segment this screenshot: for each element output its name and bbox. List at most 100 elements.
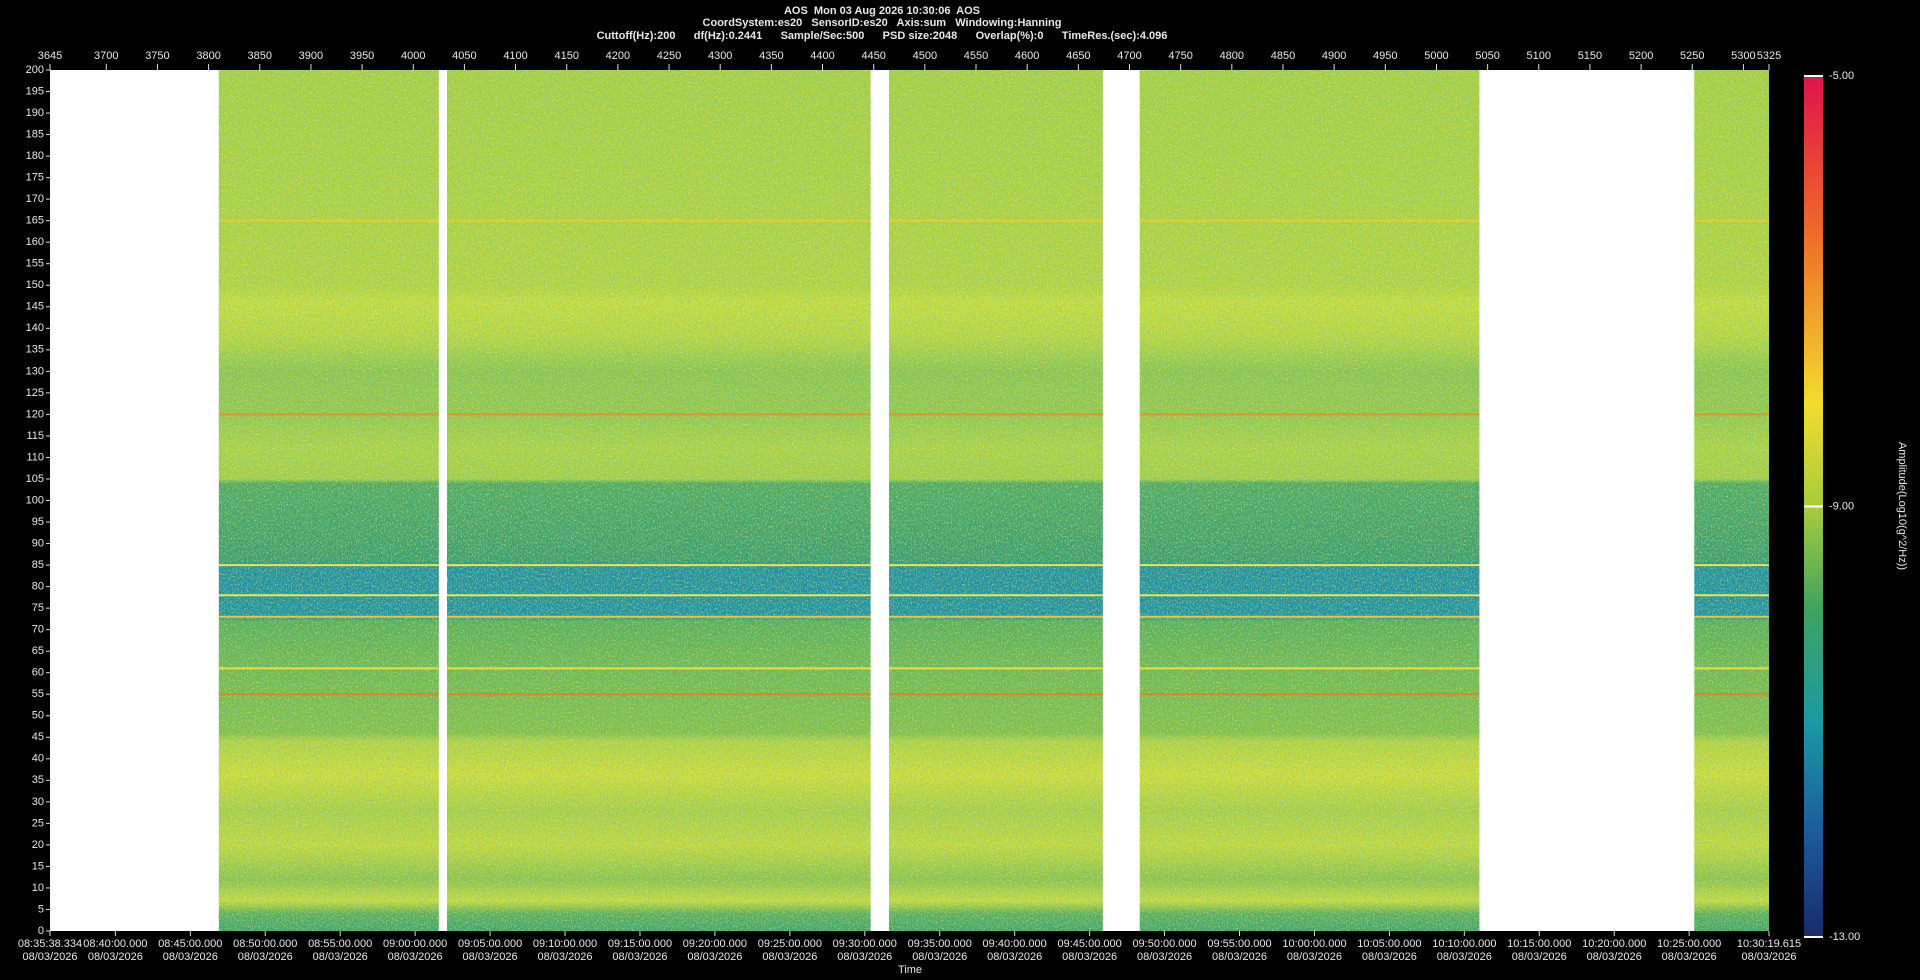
- y-tick-label: 105: [26, 473, 44, 485]
- y-tick-label: 80: [32, 581, 44, 593]
- y-tick-label: 175: [26, 172, 44, 184]
- x-tick-label: 3950: [350, 50, 374, 62]
- x2-tick-date: 08/03/2026: [687, 951, 742, 963]
- y-tick-label: 25: [32, 817, 44, 829]
- x-tick-label: 3850: [248, 50, 272, 62]
- x-tick-label: 4900: [1322, 50, 1346, 62]
- segment-texture: [889, 70, 1103, 931]
- x2-tick-label: 09:35:00.000: [908, 938, 972, 950]
- x2-tick-date: 08/03/2026: [388, 951, 443, 963]
- y-tick-label: 140: [26, 322, 44, 334]
- x2-tick-date: 08/03/2026: [163, 951, 218, 963]
- y-tick-label: 75: [32, 602, 44, 614]
- y-tick-label: 120: [26, 408, 44, 420]
- x-tick-label: 4350: [759, 50, 783, 62]
- x2-tick-date: 08/03/2026: [313, 951, 368, 963]
- x2-tick-label: 08:55:00.000: [308, 938, 372, 950]
- x2-tick-label: 09:05:00.000: [458, 938, 522, 950]
- x2-tick-date: 08/03/2026: [762, 951, 817, 963]
- x2-tick-date: 08/03/2026: [238, 951, 293, 963]
- colorbar-tick-label: -5.00: [1829, 70, 1854, 82]
- y-tick-label: 160: [26, 236, 44, 248]
- y-tick-label: 0: [38, 925, 44, 937]
- segment-texture: [1694, 70, 1769, 931]
- y-tick-label: 40: [32, 753, 44, 765]
- x-tick-label: 4400: [810, 50, 834, 62]
- y-tick-label: 135: [26, 344, 44, 356]
- x-tick-label: 5300: [1731, 50, 1755, 62]
- x2-tick-label: 10:15:00.000: [1507, 938, 1571, 950]
- y-tick-label: 130: [26, 365, 44, 377]
- x-tick-label: 4650: [1066, 50, 1090, 62]
- segment-texture: [218, 70, 439, 931]
- y-tick-label: 110: [26, 451, 44, 463]
- x-tick-label: 4150: [554, 50, 578, 62]
- y-tick-label: 200: [26, 64, 44, 76]
- x-tick-label: 4450: [861, 50, 885, 62]
- colorbar-tick-label: -9.00: [1829, 500, 1854, 512]
- y-tick-label: 5: [38, 903, 44, 915]
- y-tick-label: 55: [32, 688, 44, 700]
- x-tick-label: 3900: [299, 50, 323, 62]
- x2-tick-label: 10:00:00.000: [1282, 938, 1346, 950]
- x-tick-label: 4850: [1271, 50, 1295, 62]
- x2-tick-date: 08/03/2026: [463, 951, 518, 963]
- x-tick-label: 5200: [1629, 50, 1653, 62]
- y-tick-label: 20: [32, 839, 44, 851]
- x-tick-label: 4500: [913, 50, 937, 62]
- x2-tick-label: 08:40:00.000: [83, 938, 147, 950]
- x2-tick-date: 08/03/2026: [1287, 951, 1342, 963]
- y-tick-label: 190: [26, 107, 44, 119]
- x-tick-label: 5050: [1475, 50, 1499, 62]
- x2-tick-date: 08/03/2026: [912, 951, 967, 963]
- y-tick-label: 15: [32, 860, 44, 872]
- segment-texture: [1139, 70, 1480, 931]
- x2-tick-date: 08/03/2026: [1437, 951, 1492, 963]
- x-tick-label: 5100: [1527, 50, 1551, 62]
- x2-tick-date: 08/03/2026: [1062, 951, 1117, 963]
- x2-tick-date: 08/03/2026: [987, 951, 1042, 963]
- x2-tick-label: 10:20:00.000: [1582, 938, 1646, 950]
- y-tick-label: 125: [26, 387, 44, 399]
- chart-title: AOS Mon 03 Aug 2026 10:30:06 AOS: [784, 5, 980, 17]
- x-tick-label: 4800: [1220, 50, 1244, 62]
- x2-tick-date: 08/03/2026: [1741, 951, 1796, 963]
- y-tick-label: 35: [32, 774, 44, 786]
- y-tick-label: 180: [26, 150, 44, 162]
- x2-tick-label: 08:35:38.334: [18, 938, 82, 950]
- x2-tick-label: 08:45:00.000: [158, 938, 222, 950]
- y-tick-label: 150: [26, 279, 44, 291]
- segment-texture: [447, 70, 871, 931]
- x2-tick-label: 09:25:00.000: [758, 938, 822, 950]
- x-tick-label: 4600: [1015, 50, 1039, 62]
- x2-tick-date: 08/03/2026: [22, 951, 77, 963]
- x2-tick-label: 10:30:19.615: [1737, 938, 1801, 950]
- y-tick-label: 95: [32, 516, 44, 528]
- x2-tick-label: 09:15:00.000: [608, 938, 672, 950]
- x2-tick-label: 10:05:00.000: [1357, 938, 1421, 950]
- x-tick-label: 5325: [1757, 50, 1781, 62]
- x-tick-label: 4050: [452, 50, 476, 62]
- x2-tick-date: 08/03/2026: [1362, 951, 1417, 963]
- x-tick-label: 4700: [1117, 50, 1141, 62]
- x2-tick-label: 10:10:00.000: [1432, 938, 1496, 950]
- y-tick-label: 100: [26, 494, 44, 506]
- x2-tick-date: 08/03/2026: [837, 951, 892, 963]
- x2-tick-date: 08/03/2026: [1137, 951, 1192, 963]
- x-tick-label: 4250: [657, 50, 681, 62]
- y-tick-label: 145: [26, 301, 44, 313]
- x2-tick-label: 09:40:00.000: [983, 938, 1047, 950]
- x2-tick-date: 08/03/2026: [1662, 951, 1717, 963]
- x-tick-label: 4000: [401, 50, 425, 62]
- y-tick-label: 85: [32, 559, 44, 571]
- x-tick-label: 4200: [606, 50, 630, 62]
- x-tick-label: 3750: [145, 50, 169, 62]
- chart-subtitle: Cuttoff(Hz):200 df(Hz):0.2441 Sample/Sec…: [597, 30, 1168, 42]
- colorbar-label: Amplitude(Log10(g^2/Hz)): [1896, 442, 1908, 570]
- y-tick-label: 45: [32, 731, 44, 743]
- x-tick-label: 4750: [1168, 50, 1192, 62]
- x2-tick-date: 08/03/2026: [612, 951, 667, 963]
- x2-tick-date: 08/03/2026: [537, 951, 592, 963]
- x-tick-label: 4300: [708, 50, 732, 62]
